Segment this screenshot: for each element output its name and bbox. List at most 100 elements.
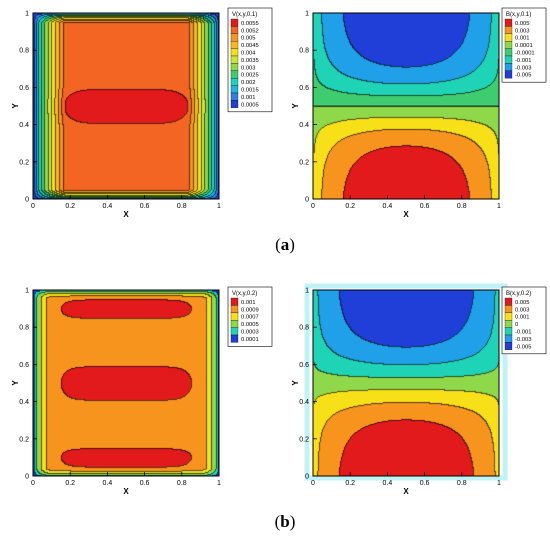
y-tick-label: 0.8 [299,325,309,332]
y-tick-label: 0.6 [299,362,309,369]
y-tick-label: 0.4 [299,399,309,406]
legend: V(x,y,0.1)0.00550.00520.0050.00450.0040.… [227,7,273,113]
legend-swatch [504,41,513,49]
legend-swatch [504,18,513,27]
y-tick-label: 0.6 [19,362,29,369]
legend: B(x,y,0.1)0.0050.0030.0010.0001-0.0001-0… [501,7,547,83]
contour-panel-b-right: 0 0.2 0.4 0.6 0.8 1 0 0.2 0.4 0.6 0.8 1 X Y B(x,y,0.2)… [291,283,547,496]
legend-swatch [230,33,239,42]
legend-swatch [230,334,239,343]
x-axis-label: X [123,487,129,496]
legend-title: V(x,y,0.1) [232,12,257,18]
y-tick-label: 1 [25,288,29,295]
legend-swatch [504,33,513,42]
y-tick-label: 0.8 [19,325,29,332]
y-tick-label: 0 [305,474,309,481]
legend-swatch [230,78,239,86]
contour-panel-a-right: 0 0.2 0.4 0.6 0.8 1 0 0.2 0.4 0.6 0.8 1 X Y B(x,y,0.1)… [291,7,547,219]
y-tick-label: 0 [305,197,309,204]
legend-swatch [230,312,239,321]
legend-swatch [230,92,239,101]
x-tick-label: 0.8 [177,480,187,487]
x-tick-label: 0.8 [457,203,467,210]
legend-entry: 0.0005 [241,102,259,108]
y-tick-label: 0.8 [19,48,29,55]
x-tick-label: 0.2 [65,480,75,487]
y-tick-label: 0.8 [299,48,309,55]
plot-frame [32,289,220,477]
legend-swatch [504,342,513,350]
caption-b: (b) [274,512,296,531]
legend-entry: 0.001 [241,95,256,101]
legend-entry: 0.0005 [241,322,259,328]
x-tick-label: 0 [311,480,315,487]
plot-frame [32,12,220,200]
x-tick-label: 0.8 [457,480,467,487]
contour-field [33,290,219,476]
legend-swatch [504,320,513,328]
x-tick-label: 1 [497,480,501,487]
x-tick-label: 1 [217,203,221,210]
legend-swatch [230,320,239,328]
y-tick-label: 0.2 [299,436,309,443]
legend-entry: 0 [515,322,518,328]
y-tick-label: 0.2 [19,436,29,443]
legend-entry: 0.0009 [241,307,259,313]
legend-swatch [230,63,239,71]
legend-entry: -0.005 [515,344,531,350]
legend-entry: -0.005 [515,73,531,79]
y-tick-label: 1 [305,288,309,295]
legend-swatch [230,41,239,49]
legend-swatch [230,18,239,27]
legend-entry: 0.001 [515,36,530,42]
legend-entry: 0.0035 [241,58,259,64]
legend-swatch [230,85,239,94]
legend-swatch [230,100,239,108]
legend-swatch [230,297,239,306]
x-tick-label: 0.2 [65,203,75,210]
legend-entry: 0.003 [241,65,256,71]
contour-panel-a-left: 0 0.2 0.4 0.6 0.8 1 0 0.2 0.4 0.6 0.8 1 X Y V(x,y,0.1)… [11,7,273,219]
plot-frame [312,289,500,477]
legend-entry: 0.002 [241,80,256,86]
legend-entry: -0.003 [515,65,531,71]
x-tick-label: 0.4 [103,480,113,487]
legend-entry: 0.0055 [241,21,259,27]
x-tick-label: 0 [311,203,315,210]
legend-title: V(x,y,0.2) [232,291,257,297]
legend-entry: 0.0052 [241,28,259,34]
legend-swatch [230,70,239,79]
x-tick-label: 0.8 [177,203,187,210]
legend-swatch [230,327,239,336]
caption-a: (a) [275,235,295,254]
contour-panel-b-left: 0 0.2 0.4 0.6 0.8 1 0 0.2 0.4 0.6 0.8 1 X Y V(x,y,0.2)… [11,286,273,496]
legend-swatch [504,26,513,34]
y-tick-label: 0.4 [299,122,309,129]
legend-swatch [504,63,513,71]
legend-title: B(x,y,0.1) [506,12,531,18]
x-tick-label: 0.2 [345,203,355,210]
y-tick-label: 0.4 [19,122,29,129]
y-tick-label: 0.2 [19,159,29,166]
x-tick-label: 0 [31,203,35,210]
legend-entry: 0.0001 [515,43,533,49]
y-tick-label: 0 [25,197,29,204]
x-axis-label: X [123,210,129,219]
legend-entry: -0.003 [515,337,531,343]
legend-entry: 0.0001 [241,337,259,343]
legend-entry: 0.001 [241,300,256,306]
legend-swatch [230,55,239,64]
y-tick-label: 1 [25,11,29,18]
x-tick-label: 0 [31,480,35,487]
y-tick-label: 0.6 [19,85,29,92]
legend-swatch [230,305,239,313]
y-axis-label: Y [291,380,300,386]
x-tick-label: 1 [497,203,501,210]
x-axis-label: X [403,487,409,496]
legend-entry: 0.0007 [241,315,259,321]
legend-entry: 0.0025 [241,73,259,79]
y-tick-label: 0.2 [299,159,309,166]
legend-entry: -0.001 [515,58,531,64]
